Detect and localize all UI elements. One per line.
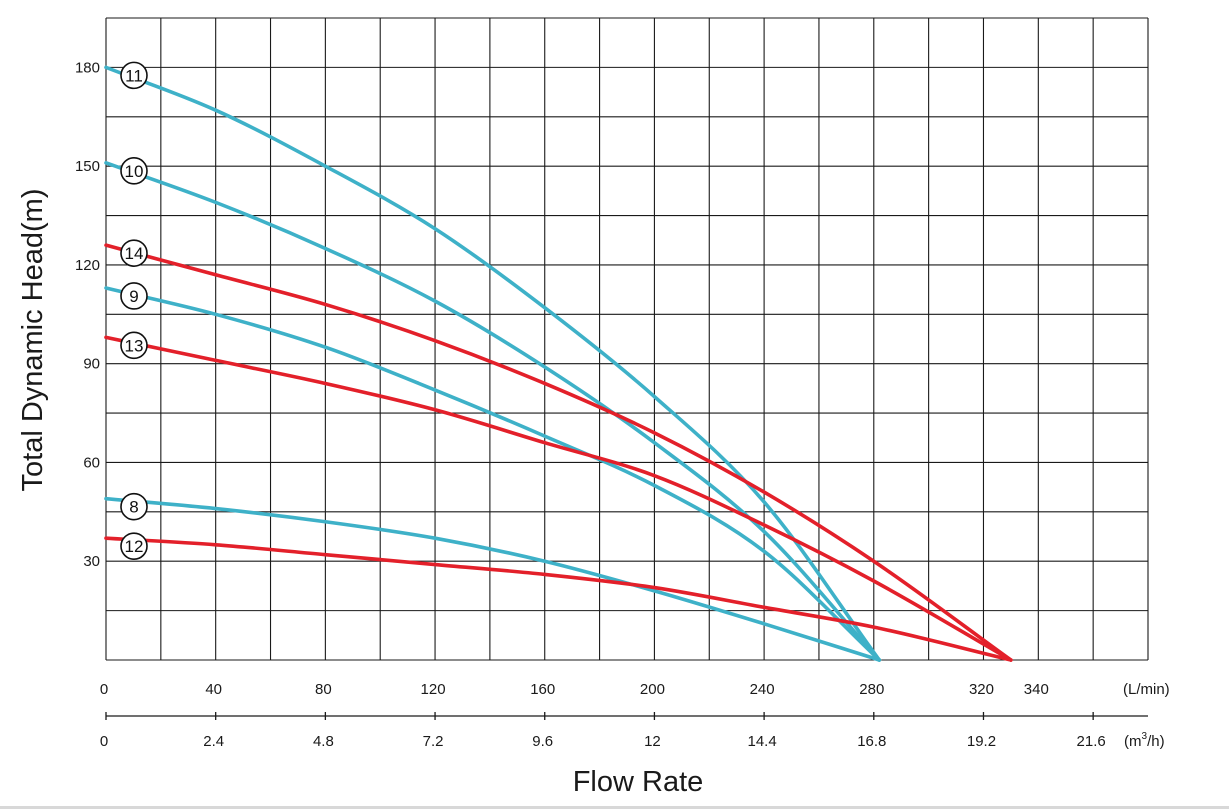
x-tick-label-lmin: 40 <box>205 681 222 698</box>
x-tick-label-m3h: 7.2 <box>423 733 444 750</box>
x-unit-m3h-sup: 3 <box>1142 731 1148 742</box>
x-tick-label-m3h: 21.6 <box>1077 733 1106 750</box>
series-line-14 <box>104 243 1013 662</box>
series-line-11 <box>104 65 882 662</box>
y-tick-label: 90 <box>83 356 100 373</box>
x-tick-label-lmin: 200 <box>640 681 665 698</box>
x-tick-label-m3h: 12 <box>644 733 661 750</box>
series-badge-label: 8 <box>129 498 138 517</box>
x-tick-label-m3h: 2.4 <box>203 733 224 750</box>
series-badge-circle <box>120 532 148 560</box>
y-tick-label: 120 <box>75 257 100 274</box>
bottom-divider <box>0 806 1229 809</box>
y-tick-label: 180 <box>75 59 100 76</box>
x-tick-label-m3h: 0 <box>100 733 108 750</box>
x-tick-label-lmin: 280 <box>859 681 884 698</box>
x-tick-label-m3h: 4.8 <box>313 733 334 750</box>
series-line-9 <box>104 286 882 662</box>
series-line-8 <box>104 496 882 662</box>
series-badge-8: 8 <box>120 492 148 521</box>
series-badge-10: 10 <box>120 157 148 185</box>
series-badge-label: 13 <box>125 336 144 355</box>
series-badge-13: 13 <box>120 331 148 360</box>
series-badge-label: 9 <box>129 287 138 306</box>
series-badge-circle <box>120 282 148 310</box>
series-badge-14: 14 <box>120 239 148 267</box>
series-badge-circle <box>120 492 148 521</box>
x-tick-label-lmin: 320 <box>969 681 994 698</box>
x-tick-labels-lmin: 0 40 80 120 160 200 240 280 320 340 <box>100 681 1049 698</box>
x-tick-label-lmin: 160 <box>530 681 555 698</box>
series-badge-circle <box>120 331 148 360</box>
series-badges: 11 10 14 9 13 8 12 <box>120 61 148 560</box>
x-tick-labels-m3h: 0 2.4 4.8 7.2 9.6 12 14.4 16.8 19.2 21.6 <box>100 712 1148 750</box>
x-tick-label-lmin: 80 <box>315 681 332 698</box>
x-tick-label-m3h: 9.6 <box>532 733 553 750</box>
y-tick-labels: 30 60 90 120 150 180 <box>75 59 100 570</box>
series-line-12 <box>104 536 1013 662</box>
y-axis-title: Total Dynamic Head(m) <box>17 189 49 492</box>
series-line-10 <box>104 161 882 662</box>
series-badge-label: 14 <box>125 244 144 263</box>
series-badge-9: 9 <box>120 282 148 310</box>
x-unit-lmin: (L/min) <box>1123 681 1170 698</box>
series-badge-label: 11 <box>125 66 143 85</box>
x-axis-title: Flow Rate <box>573 766 704 798</box>
y-tick-label: 150 <box>75 158 100 175</box>
y-tick-label: 30 <box>83 553 100 570</box>
x-tick-label-lmin: 120 <box>421 681 446 698</box>
series-badge-label: 12 <box>125 537 144 556</box>
series-badge-circle <box>120 157 148 185</box>
x-tick-label-lmin: 240 <box>750 681 775 698</box>
series-badge-12: 12 <box>120 532 148 560</box>
x-unit-m3h: (m3/h) <box>1124 731 1165 750</box>
series-badge-11: 11 <box>120 61 148 90</box>
series-line-13 <box>104 335 1013 662</box>
grid <box>105 17 1149 661</box>
series-badge-label: 10 <box>125 162 144 181</box>
x-tick-label-lmin: 340 <box>1024 681 1049 698</box>
series-badge-circle <box>120 239 148 267</box>
series-badge-circle <box>120 61 148 90</box>
x-tick-label-m3h: 14.4 <box>748 733 777 750</box>
x-unit-m3h-end: /h) <box>1147 733 1165 750</box>
x-tick-label-m3h: 16.8 <box>857 733 886 750</box>
x-tick-label-lmin: 0 <box>100 681 108 698</box>
y-tick-label: 60 <box>83 454 100 471</box>
x-unit-m3h-base: (m <box>1124 733 1142 750</box>
x-tick-label-m3h: 19.2 <box>967 733 996 750</box>
curves <box>104 65 1013 662</box>
